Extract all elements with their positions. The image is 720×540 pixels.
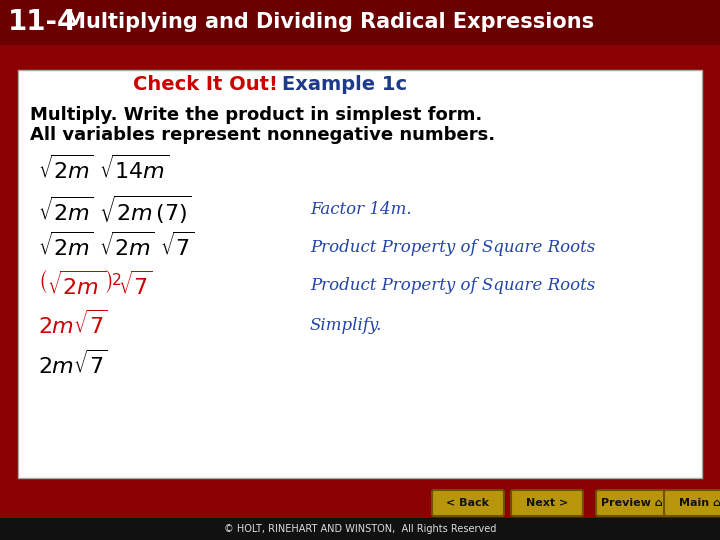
Text: All variables represent nonnegative numbers.: All variables represent nonnegative numb… bbox=[30, 126, 495, 144]
Text: Check It Out!: Check It Out! bbox=[133, 76, 278, 94]
Text: Product Property of Square Roots: Product Property of Square Roots bbox=[310, 276, 595, 294]
Text: $\sqrt{2m}\ \sqrt{2m}\ \sqrt{7}$: $\sqrt{2m}\ \sqrt{2m}\ \sqrt{7}$ bbox=[38, 233, 194, 261]
Text: Example 1c: Example 1c bbox=[282, 76, 407, 94]
Text: $\sqrt{2m}\ \sqrt{14m}$: $\sqrt{2m}\ \sqrt{14m}$ bbox=[38, 156, 169, 184]
Text: 11-4: 11-4 bbox=[8, 8, 77, 36]
FancyBboxPatch shape bbox=[0, 0, 720, 45]
Text: Preview ⌂: Preview ⌂ bbox=[601, 498, 663, 508]
FancyBboxPatch shape bbox=[432, 490, 504, 516]
FancyBboxPatch shape bbox=[664, 490, 720, 516]
FancyBboxPatch shape bbox=[596, 490, 668, 516]
FancyBboxPatch shape bbox=[511, 490, 583, 516]
Text: Simplify.: Simplify. bbox=[310, 316, 382, 334]
Text: Product Property of Square Roots: Product Property of Square Roots bbox=[310, 239, 595, 255]
Text: Factor 14m.: Factor 14m. bbox=[310, 201, 412, 219]
Text: Multiply. Write the product in simplest form.: Multiply. Write the product in simplest … bbox=[30, 106, 482, 124]
Text: $2m\sqrt{7}$: $2m\sqrt{7}$ bbox=[38, 351, 108, 379]
Text: Multiplying and Dividing Radical Expressions: Multiplying and Dividing Radical Express… bbox=[58, 12, 594, 32]
Text: $\left(\sqrt{2m\,}\right)^{\!2}\!\sqrt{7}$: $\left(\sqrt{2m\,}\right)^{\!2}\!\sqrt{7… bbox=[38, 271, 153, 300]
Text: < Back: < Back bbox=[446, 498, 490, 508]
FancyBboxPatch shape bbox=[18, 70, 702, 478]
Text: $2m\sqrt{7}$: $2m\sqrt{7}$ bbox=[38, 311, 108, 339]
FancyBboxPatch shape bbox=[0, 518, 720, 540]
Text: © HOLT, RINEHART AND WINSTON,  All Rights Reserved: © HOLT, RINEHART AND WINSTON, All Rights… bbox=[224, 524, 496, 534]
Text: Main ⌂: Main ⌂ bbox=[679, 498, 720, 508]
Text: $\sqrt{2m}\ \sqrt{2m\,(7)}$: $\sqrt{2m}\ \sqrt{2m\,(7)}$ bbox=[38, 194, 192, 226]
Text: Next >: Next > bbox=[526, 498, 568, 508]
